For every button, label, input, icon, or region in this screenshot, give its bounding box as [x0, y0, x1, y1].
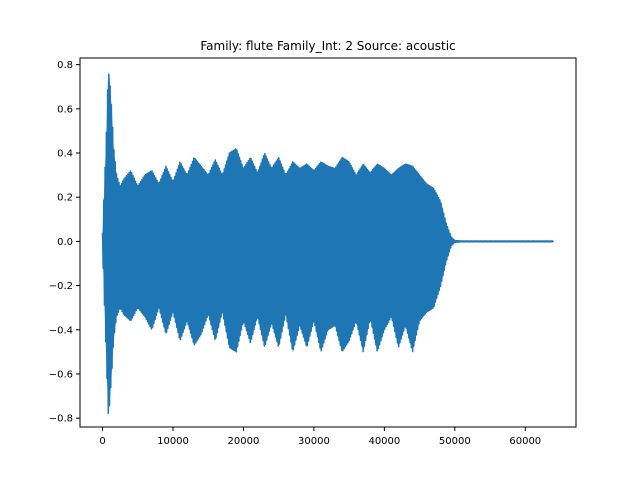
x-tick-label: 50000 — [439, 436, 471, 447]
y-tick-label: 0.8 — [57, 60, 73, 71]
axes-frame — [79, 57, 577, 428]
x-tick-label: 10000 — [157, 436, 189, 447]
x-tick-label: 40000 — [368, 436, 400, 447]
y-tick-label: −0.6 — [49, 369, 73, 380]
x-tick-label: 60000 — [509, 436, 541, 447]
x-tick-label: 0 — [99, 436, 105, 447]
y-tick-label: 0.0 — [57, 237, 73, 248]
axes: 0 10000 20000 30000 40000 50000 60000 −0.8 −0.6 −… — [49, 57, 577, 447]
x-tick-label: 20000 — [228, 436, 260, 447]
y-tick-label: −0.2 — [49, 281, 73, 292]
y-tick-label: 0.4 — [57, 149, 73, 160]
y-tick-label: 0.6 — [57, 104, 73, 115]
waveform-envelope — [102, 71, 554, 414]
plot-area — [101, 71, 554, 415]
y-tick-label: 0.2 — [57, 193, 73, 204]
chart-title: Family: flute Family_Int: 2 Source: acou… — [200, 39, 455, 53]
y-tick-label: −0.8 — [49, 414, 73, 425]
y-tick-label: −0.4 — [49, 325, 73, 336]
x-tick-label: 30000 — [298, 436, 330, 447]
